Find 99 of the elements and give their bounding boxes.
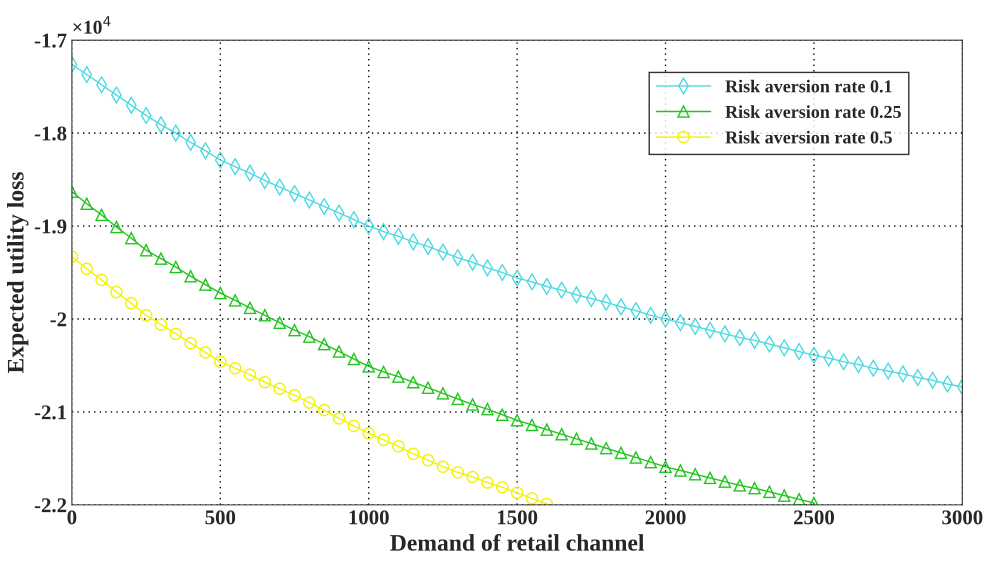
point: [422, 382, 434, 394]
point: [258, 376, 272, 388]
point: [778, 489, 791, 502]
point: [348, 352, 360, 366]
point: [244, 368, 256, 382]
point: [466, 398, 479, 411]
point: [392, 440, 405, 453]
point: [332, 345, 346, 358]
y-tick-label: -1.7: [34, 34, 67, 48]
point: [406, 448, 420, 460]
point: [406, 376, 420, 388]
point: [614, 446, 628, 460]
x-tick-label: 2500: [794, 510, 834, 524]
point: [80, 198, 93, 210]
point: [95, 274, 108, 286]
point: [140, 309, 152, 322]
point: [763, 486, 776, 498]
point: [228, 362, 242, 375]
point: [348, 420, 360, 432]
point: [674, 464, 687, 477]
y-tick-label: -2: [50, 312, 66, 326]
point: [214, 286, 227, 300]
legend-label: Risk aversion rate 0.25: [725, 105, 901, 118]
point: [288, 324, 301, 336]
point: [555, 428, 568, 440]
point: [170, 260, 182, 274]
point: [80, 262, 93, 276]
point: [303, 396, 316, 409]
point: [481, 402, 494, 416]
point: [362, 360, 375, 373]
point: [140, 244, 152, 256]
x-axis-title: Demand of retail channel: [390, 534, 644, 551]
point: [199, 346, 212, 359]
point: [273, 316, 286, 329]
point: [452, 466, 464, 479]
point: [392, 370, 405, 383]
point: [733, 479, 746, 492]
point: [526, 492, 538, 505]
point: [510, 414, 524, 427]
point: [273, 382, 286, 395]
y-tick-label: -2.1: [34, 405, 66, 420]
y-axis-title: Expected utility loss: [7, 172, 29, 374]
point: [258, 309, 272, 322]
point: [585, 437, 598, 450]
x-tick-label: 3000: [942, 510, 982, 524]
point: [170, 328, 182, 340]
point: [496, 408, 509, 421]
point: [184, 270, 197, 282]
legend-label: Risk aversion rate 0.1: [725, 80, 892, 93]
point: [228, 294, 242, 307]
point: [466, 470, 479, 484]
point: [436, 387, 450, 400]
point: [125, 232, 138, 244]
point: [422, 454, 434, 467]
point: [332, 412, 346, 425]
point: [792, 493, 806, 505]
point: [110, 286, 123, 298]
point: [748, 482, 761, 494]
point: [125, 296, 138, 310]
y-tick-label: -2.2: [34, 498, 66, 512]
point: [704, 472, 716, 484]
point: [526, 418, 538, 432]
x-tick-label: 0: [67, 510, 76, 524]
x-tick-label: 1500: [498, 510, 538, 524]
point: [644, 456, 657, 468]
point: [718, 475, 732, 488]
point: [303, 330, 316, 343]
point: [630, 451, 642, 464]
y-tick-label: -1.8: [34, 126, 66, 141]
point: [244, 302, 256, 314]
point: [318, 338, 330, 350]
point: [570, 432, 583, 446]
point: [600, 442, 612, 454]
point: [154, 252, 168, 265]
point: [436, 460, 450, 474]
point: [154, 318, 168, 331]
y-tick-label: -1.9: [34, 219, 66, 234]
point: [452, 392, 464, 406]
point: [688, 468, 702, 480]
point: [214, 356, 227, 368]
point: [95, 208, 108, 222]
point: [288, 388, 301, 402]
point: [481, 476, 494, 489]
point: [377, 434, 390, 446]
point: [199, 278, 212, 291]
point: [184, 336, 197, 350]
x-tick-label: 500: [206, 510, 236, 524]
point: [318, 404, 330, 416]
point: [377, 366, 390, 378]
point: [540, 423, 554, 436]
text: ×10$^{4}$: [73, 16, 111, 34]
x-tick-label: 2000: [646, 510, 686, 524]
legend-label: Risk aversion rate 0.5: [725, 130, 892, 144]
x-tick-label: 1000: [350, 510, 389, 524]
point: [496, 480, 509, 494]
point: [659, 460, 672, 474]
point: [110, 220, 123, 234]
point: [362, 427, 375, 440]
point: [510, 486, 524, 500]
